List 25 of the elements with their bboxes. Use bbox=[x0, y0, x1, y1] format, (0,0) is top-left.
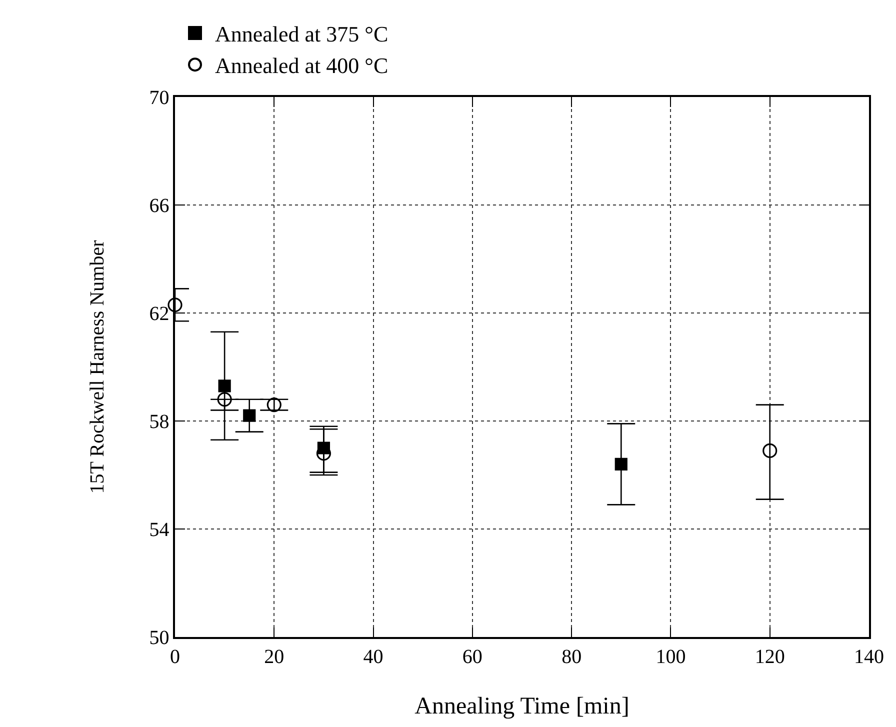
point bbox=[243, 409, 256, 422]
x-axis-title: Annealing Time [min] bbox=[414, 694, 630, 720]
x-tick-label: 80 bbox=[562, 646, 582, 668]
point bbox=[266, 398, 282, 412]
x-tick-label: 40 bbox=[363, 646, 384, 668]
y-axis-title: 15T Rockwell Harness Number bbox=[86, 240, 108, 494]
y-tick-label: 50 bbox=[149, 627, 170, 649]
y-tick-label: 66 bbox=[149, 195, 170, 217]
x-tick-label: 100 bbox=[656, 646, 686, 668]
point bbox=[217, 392, 232, 407]
x-tick-label: 20 bbox=[264, 646, 284, 668]
x-tick-label: 140 bbox=[854, 646, 884, 668]
x-tick-label: 0 bbox=[170, 646, 180, 668]
point bbox=[218, 380, 231, 392]
x-tick-label: 120 bbox=[754, 646, 785, 668]
legend-label: Annealed at 400 °C bbox=[215, 53, 388, 78]
point bbox=[614, 458, 628, 470]
y-tick-label: 70 bbox=[149, 87, 170, 109]
point bbox=[762, 443, 778, 458]
y-tick-label: 62 bbox=[149, 303, 170, 325]
point bbox=[168, 298, 182, 312]
y-tick-label: 58 bbox=[149, 411, 170, 433]
x-tick-label: 60 bbox=[462, 646, 482, 668]
y-tick-label: 54 bbox=[149, 519, 170, 541]
legend-label: Annealed at 375 °C bbox=[215, 22, 388, 47]
